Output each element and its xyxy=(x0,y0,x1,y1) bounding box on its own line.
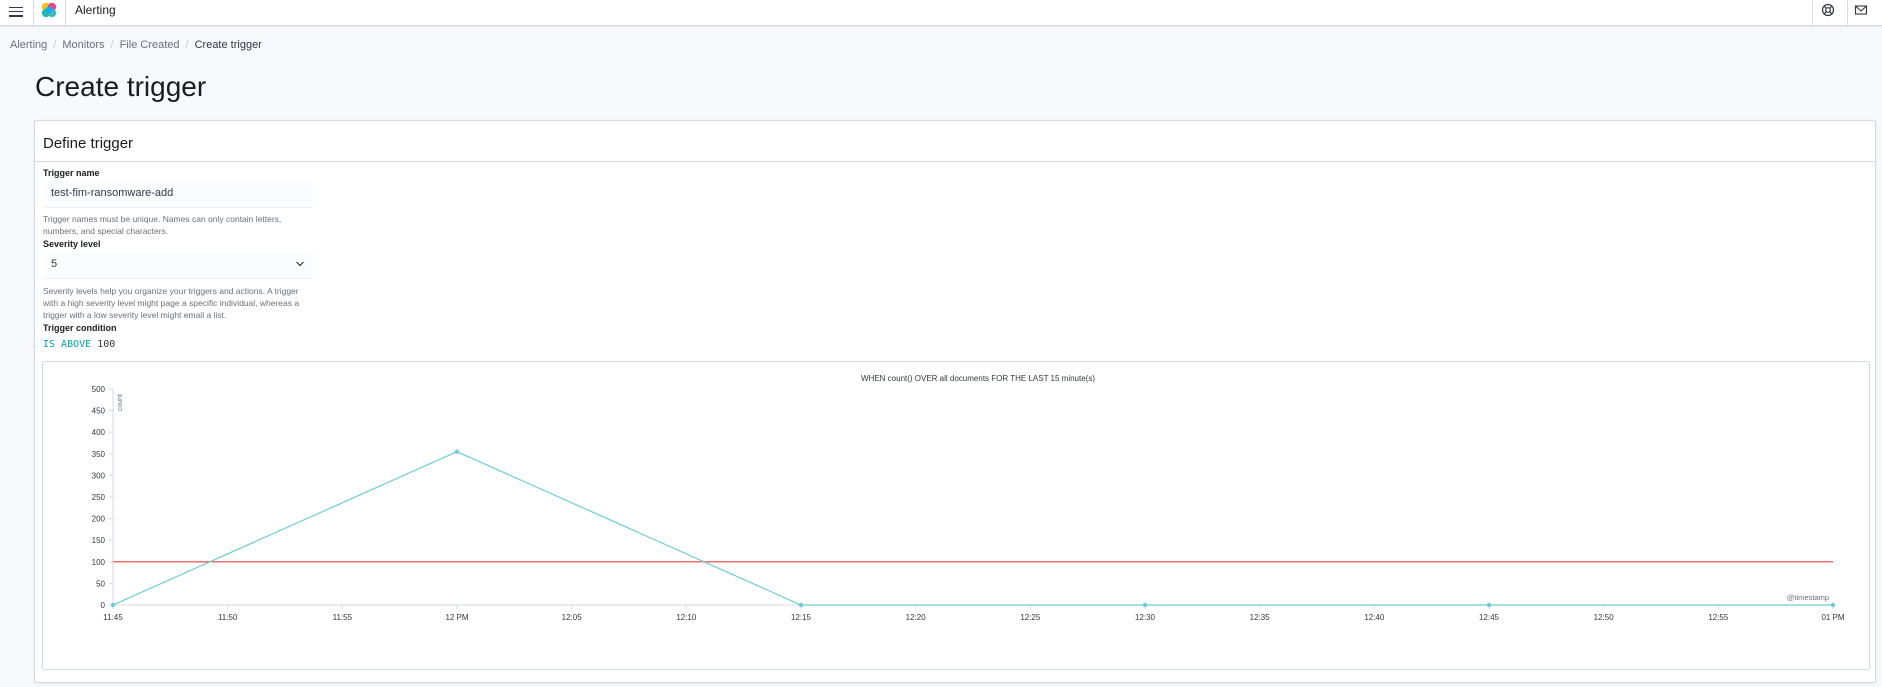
x-tick-label: 12:45 xyxy=(1479,613,1500,622)
y-tick-label: 200 xyxy=(92,515,106,524)
header-divider xyxy=(33,0,34,25)
trigger-chart: WHEN count() OVER all documents FOR THE … xyxy=(42,361,1870,670)
panel-divider xyxy=(35,161,1875,162)
x-tick-label: 12:25 xyxy=(1020,613,1041,622)
x-tick-label: 12:10 xyxy=(676,613,697,622)
define-trigger-panel: Define trigger Trigger name test-fim-ran… xyxy=(34,120,1876,683)
x-tick-label: 12:40 xyxy=(1364,613,1385,622)
help-icon[interactable] xyxy=(1820,2,1836,18)
data-point xyxy=(1830,602,1836,608)
panel-title: Define trigger xyxy=(43,135,134,152)
chart-svg: WHEN count() OVER all documents FOR THE … xyxy=(92,374,1845,622)
severity-value: 5 xyxy=(51,258,58,270)
chart-title: WHEN count() OVER all documents FOR THE … xyxy=(861,374,1095,383)
condition-value: 100 xyxy=(97,339,116,350)
y-tick-label: 400 xyxy=(92,428,106,437)
y-axis-label: count xyxy=(117,394,124,411)
y-tick-label: 500 xyxy=(92,385,106,394)
trigger-name-input[interactable]: test-fim-ransomware-add xyxy=(43,181,313,208)
x-tick-label: 12:05 xyxy=(562,613,583,622)
page-title: Create trigger xyxy=(35,71,207,102)
chevron-down-icon xyxy=(296,261,304,267)
mail-icon[interactable] xyxy=(1853,2,1869,18)
severity-help: Severity levels help you organize your t… xyxy=(43,286,300,320)
series-line xyxy=(112,450,1833,606)
x-tick-label: 11:55 xyxy=(333,613,353,622)
breadcrumb-file-created[interactable]: File Created xyxy=(119,39,180,51)
breadcrumb: Alerting / Monitors / File Created / Create tr… xyxy=(10,39,262,51)
menu-icon[interactable] xyxy=(9,4,23,18)
x-tick-label: 11:45 xyxy=(103,613,123,622)
trigger-name-label: Trigger name xyxy=(43,168,100,178)
breadcrumb-current: Create trigger xyxy=(194,39,262,51)
data-point xyxy=(1142,602,1148,608)
trigger-condition-label: Trigger condition xyxy=(43,323,117,333)
x-tick-label: 01 PM xyxy=(1821,613,1844,622)
y-tick-label: 350 xyxy=(92,450,106,459)
y-tick-label: 150 xyxy=(92,536,106,545)
top-header: Alerting xyxy=(0,0,1882,26)
x-tick-label: 12:35 xyxy=(1250,613,1271,622)
trigger-name-help: Trigger names must be unique. Names can … xyxy=(43,214,282,236)
x-tick-label: 11:50 xyxy=(218,613,238,622)
elastic-logo[interactable] xyxy=(40,1,58,19)
breadcrumb-alerting[interactable]: Alerting xyxy=(10,39,48,51)
data-point xyxy=(798,602,804,608)
y-tick-label: 250 xyxy=(92,493,106,502)
x-tick-label: 12 PM xyxy=(445,613,468,622)
header-divider xyxy=(1812,0,1813,25)
y-tick-label: 0 xyxy=(101,601,106,610)
trigger-condition[interactable]: IS ABOVE 100 xyxy=(43,339,115,350)
x-tick-label: 12:15 xyxy=(791,613,812,622)
severity-label: Severity level xyxy=(43,239,101,249)
x-tick-label: 12:20 xyxy=(906,613,927,622)
x-tick-label: 12:30 xyxy=(1135,613,1156,622)
x-axis-label: @timestamp xyxy=(1787,593,1829,602)
data-point xyxy=(454,449,460,454)
data-point xyxy=(110,602,116,608)
x-tick-label: 12:55 xyxy=(1708,613,1729,622)
condition-keyword: IS ABOVE xyxy=(43,339,92,350)
y-tick-label: 50 xyxy=(96,579,105,588)
x-tick-label: 12:50 xyxy=(1594,613,1615,622)
y-tick-label: 100 xyxy=(92,558,106,567)
breadcrumb-monitors[interactable]: Monitors xyxy=(62,39,105,51)
header-divider xyxy=(65,0,66,25)
trigger-name-value: test-fim-ransomware-add xyxy=(51,187,174,199)
app-title: Alerting xyxy=(75,3,116,17)
header-divider xyxy=(1847,0,1848,25)
data-point xyxy=(1486,602,1492,608)
severity-select[interactable]: 5 xyxy=(43,252,313,279)
y-tick-label: 450 xyxy=(92,407,106,416)
y-tick-label: 300 xyxy=(92,471,106,480)
